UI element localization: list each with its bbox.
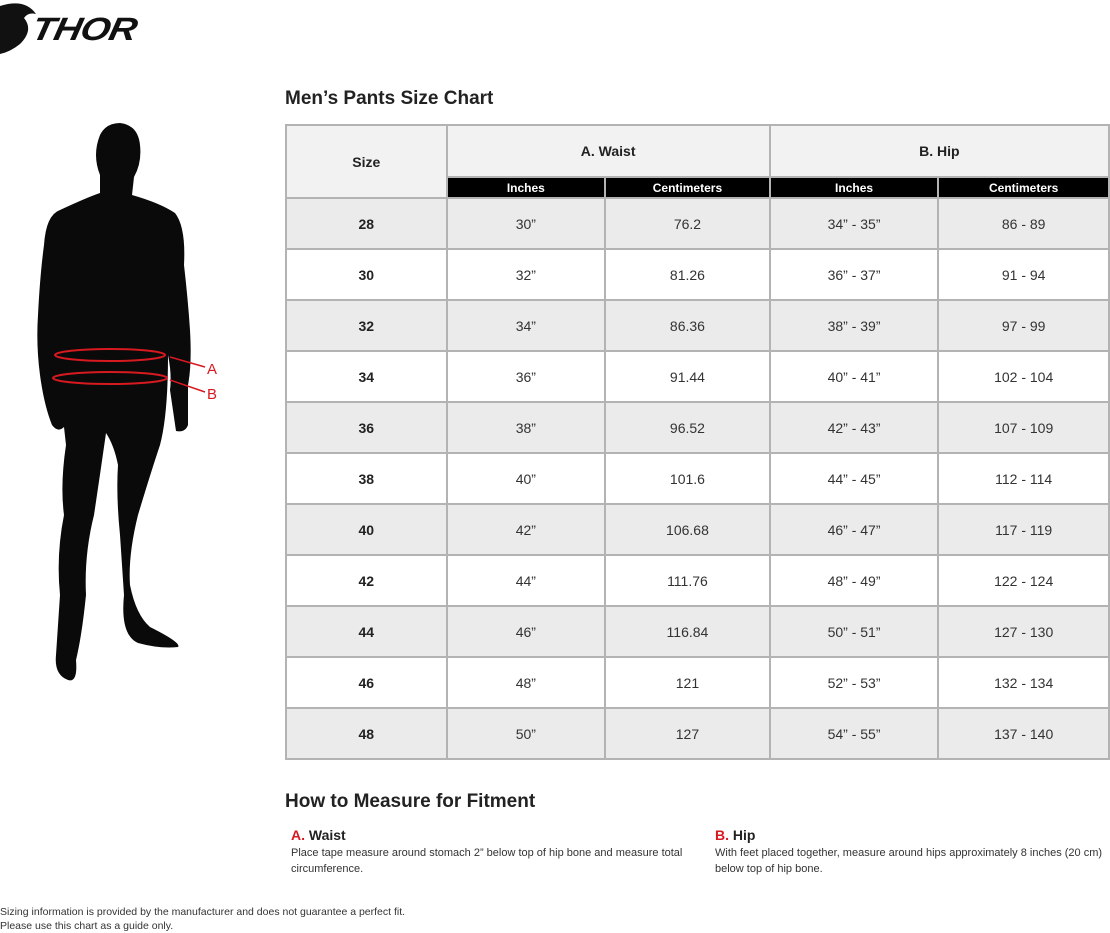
waist-inches-cell: 48”: [445, 656, 607, 709]
waist-inches-cell: 40”: [445, 452, 607, 505]
waist-title: Waist: [308, 827, 346, 843]
waist-cm-cell: 121: [604, 656, 771, 709]
disclaimer: Sizing information is provided by the ma…: [0, 905, 405, 933]
waist-inches-cell: 44”: [445, 554, 607, 607]
hip-cm-cell: 107 - 109: [937, 401, 1110, 454]
waist-cm-cell: 96.52: [604, 401, 771, 454]
table-row: 38 40” 101.6 44” - 45” 112 - 114: [285, 452, 1110, 505]
hip-title: Hip: [732, 827, 756, 843]
waist-cm-cell: 86.36: [604, 299, 771, 352]
waist-inches-cell: 46”: [445, 605, 607, 658]
thor-logo: THOR: [0, 0, 175, 58]
size-cell: 46: [285, 656, 448, 709]
hip-inches-cell: 54” - 55”: [768, 707, 940, 760]
hip-inches-cell: 36” - 37”: [768, 248, 940, 301]
hip-cm-cell: 122 - 124: [937, 554, 1110, 607]
hip-line: [52, 371, 168, 385]
waist-inches-header: Inches: [445, 177, 607, 199]
waist-cm-cell: 116.84: [604, 605, 771, 658]
waist-cm-cell: 111.76: [604, 554, 771, 607]
silhouette-icon: [37, 123, 191, 681]
hip-inches-cell: 46” - 47”: [768, 503, 940, 556]
hip-cm-cell: 132 - 134: [937, 656, 1110, 709]
thor-helmet-icon: [0, 3, 36, 55]
size-cell: 30: [285, 248, 448, 301]
hip-cm-cell: 112 - 114: [937, 452, 1110, 505]
size-cell: 34: [285, 350, 448, 403]
hip-inches-cell: 42” - 43”: [768, 401, 940, 454]
size-chart-table: Size A. Waist B. Hip Inches Centimeters …: [285, 124, 1110, 760]
waist-instructions: A. Waist Place tape measure around stoma…: [291, 827, 691, 877]
disclaimer-line-1: Sizing information is provided by the ma…: [0, 906, 406, 918]
hip-inches-cell: 44” - 45”: [768, 452, 940, 505]
waist-line: [54, 348, 166, 362]
waist-inches-cell: 32”: [445, 248, 607, 301]
hip-cm-cell: 86 - 89: [937, 197, 1110, 250]
table-row: 46 48” 121 52” - 53” 132 - 134: [285, 656, 1110, 709]
waist-cm-cell: 106.68: [604, 503, 771, 556]
size-cell: 28: [285, 197, 448, 250]
body-silhouette-figure: A B: [37, 123, 217, 681]
size-cell: 44: [285, 605, 448, 658]
size-header: Size: [285, 124, 448, 199]
table-row: 44 46” 116.84 50” - 51” 127 - 130: [285, 605, 1110, 658]
waist-inches-cell: 30”: [445, 197, 607, 250]
hip-letter: B.: [715, 827, 729, 843]
hip-cm-header: Centimeters: [937, 177, 1110, 199]
waist-cm-cell: 81.26: [604, 248, 771, 301]
waist-text: Place tape measure around stomach 2” bel…: [291, 847, 683, 875]
size-cell: 40: [285, 503, 448, 556]
waist-inches-cell: 36”: [445, 350, 607, 403]
waist-cm-cell: 101.6: [604, 452, 771, 505]
table-row: 40 42” 106.68 46” - 47” 117 - 119: [285, 503, 1110, 556]
waist-cm-cell: 127: [604, 707, 771, 760]
hip-inches-cell: 38” - 39”: [768, 299, 940, 352]
table-row: 34 36” 91.44 40” - 41” 102 - 104: [285, 350, 1110, 403]
hip-cm-cell: 137 - 140: [937, 707, 1110, 760]
table-row: 30 32” 81.26 36” - 37” 91 - 94: [285, 248, 1110, 301]
size-cell: 48: [285, 707, 448, 760]
waist-cm-header: Centimeters: [604, 177, 771, 199]
label-a: A: [207, 361, 217, 378]
page-title: Men’s Pants Size Chart: [285, 88, 494, 109]
hip-inches-cell: 34” - 35”: [768, 197, 940, 250]
hip-cm-cell: 127 - 130: [937, 605, 1110, 658]
hip-inches-cell: 40” - 41”: [768, 350, 940, 403]
table-row: 42 44” 111.76 48” - 49” 122 - 124: [285, 554, 1110, 607]
brand-name: THOR: [28, 12, 140, 48]
hip-text: With feet placed together, measure aroun…: [715, 847, 1103, 875]
size-cell: 42: [285, 554, 448, 607]
size-cell: 38: [285, 452, 448, 505]
label-b: B: [207, 386, 217, 403]
hip-cm-cell: 97 - 99: [937, 299, 1110, 352]
hip-instructions: B. Hip With feet placed together, measur…: [715, 827, 1110, 877]
waist-cm-cell: 76.2: [604, 197, 771, 250]
size-cell: 32: [285, 299, 448, 352]
waist-inches-cell: 42”: [445, 503, 607, 556]
hip-inches-cell: 50” - 51”: [768, 605, 940, 658]
waist-inches-cell: 34”: [445, 299, 607, 352]
hip-inches-cell: 48” - 49”: [768, 554, 940, 607]
table-row: 36 38” 96.52 42” - 43” 107 - 109: [285, 401, 1110, 454]
waist-letter: A.: [291, 827, 305, 843]
measure-heading: How to Measure for Fitment: [285, 791, 536, 812]
waist-cm-cell: 91.44: [604, 350, 771, 403]
hip-cm-cell: 102 - 104: [937, 350, 1110, 403]
hip-header: B. Hip: [768, 124, 1110, 178]
waist-inches-cell: 50”: [445, 707, 607, 760]
hip-cm-cell: 117 - 119: [937, 503, 1110, 556]
table-row: 28 30” 76.2 34” - 35” 86 - 89: [285, 197, 1110, 250]
hip-inches-cell: 52” - 53”: [768, 656, 940, 709]
hip-inches-header: Inches: [768, 177, 940, 199]
waist-inches-cell: 38”: [445, 401, 607, 454]
table-row: 48 50” 127 54” - 55” 137 - 140: [285, 707, 1110, 760]
waist-header: A. Waist: [445, 124, 771, 178]
disclaimer-line-2: Please use this chart as a guide only.: [0, 920, 174, 932]
hip-cm-cell: 91 - 94: [937, 248, 1110, 301]
size-cell: 36: [285, 401, 448, 454]
table-row: 32 34” 86.36 38” - 39” 97 - 99: [285, 299, 1110, 352]
